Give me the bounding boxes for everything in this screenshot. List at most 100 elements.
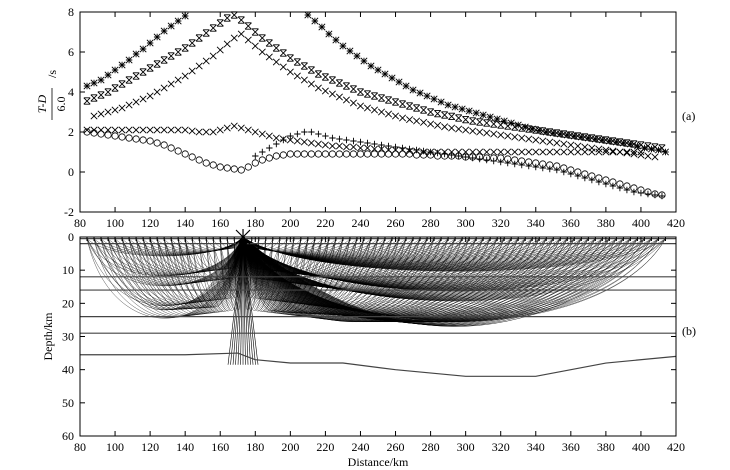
data-point-cross [553,148,561,156]
data-point-bowtie [167,52,175,60]
x-tick-label: 280 [422,216,440,230]
data-point-bowtie [335,79,343,87]
data-point-bowtie [279,49,287,57]
data-point-bowtie [406,102,414,110]
data-point-cross [307,139,315,147]
x-tick-label: 100 [106,216,124,230]
data-point-plus [364,139,371,147]
data-point-circle [602,176,610,184]
data-point-cross [314,140,322,148]
data-point-circle [321,150,330,158]
data-point-cross [328,142,336,150]
x-tick-label: 100 [106,440,124,454]
y-tick-label: 0 [68,230,74,244]
data-point-circle [118,133,126,141]
data-point-bowtie [209,24,217,32]
data-point-circle [160,141,168,149]
data-point-cross [574,148,582,156]
data-point-cross [90,112,98,120]
ray-path [170,236,244,314]
data-point-bowtie [476,118,484,126]
data-point-cross [623,148,631,156]
data-point-cross [651,153,659,161]
data-point-bowtie [265,39,273,47]
data-point-cross [321,141,329,149]
x-tick-label: 260 [387,440,405,454]
ray-path [242,236,610,325]
data-point-asterisk [437,98,445,106]
data-point-circle [258,156,266,164]
data-point-circle [455,152,463,160]
data-point-cross [314,84,322,92]
data-point-plus [357,138,364,146]
data-point-cross [518,134,526,142]
source-dot [239,239,248,247]
data-point-circle [111,132,119,140]
data-point-bowtie [132,72,140,80]
data-point-plus [336,135,343,143]
data-point-cross [504,148,512,156]
data-point-asterisk [640,144,648,152]
data-point-plus [504,159,511,167]
data-point-cross [132,126,140,134]
data-point-cross [363,144,372,152]
data-point-cross [349,143,357,151]
data-point-cross [97,126,105,134]
x-tick-label: 180 [246,216,264,230]
data-point-circle [469,153,477,161]
data-point-circle [384,150,393,158]
data-point-cross [469,127,477,135]
data-point-cross [644,152,652,160]
data-point-plus [609,182,617,190]
data-point-cross [139,95,147,103]
data-point-cross [279,63,287,71]
data-point-bowtie [251,28,259,36]
ray-path [242,236,617,325]
x-tick-label: 120 [141,440,159,454]
x-tick-label: 420 [667,216,685,230]
data-point-circle [525,158,533,166]
data-point-bowtie [223,14,231,22]
data-point-cross [581,143,589,151]
data-point-cross [356,144,364,152]
data-point-cross [511,133,519,141]
data-point-cross [504,132,512,140]
data-point-bowtie [546,128,554,136]
data-point-bowtie [581,133,589,141]
data-point-circle [328,150,337,158]
data-point-bowtie [413,104,421,112]
data-point-asterisk [542,128,550,136]
data-point-bowtie [567,131,575,139]
data-point-circle [132,135,140,143]
data-point-cross [146,92,154,100]
panel-b-ray-paths [86,236,666,365]
data-point-circle [476,153,484,161]
data-point-asterisk [181,12,189,20]
data-point-plus [322,132,329,140]
data-point-asterisk [104,71,112,79]
data-point-asterisk [353,52,361,60]
data-point-cross [420,118,428,126]
data-point-asterisk [549,129,557,137]
ray-path [191,236,244,271]
data-point-plus [623,186,631,194]
data-point-plus [476,155,483,163]
y-tick-label: 0 [68,165,74,179]
data-point-bowtie [349,85,357,93]
data-point-cross [384,146,393,154]
data-point-bowtie [392,98,400,106]
data-point-circle [335,150,344,158]
data-point-cross [518,148,526,156]
data-point-cross [406,116,414,124]
data-point-circle [223,164,231,172]
data-point-cross [293,137,301,145]
data-point-asterisk [402,82,410,90]
data-point-asterisk [521,123,529,131]
data-point-cross [167,126,175,134]
data-point-cross [539,137,547,145]
ray-path [242,236,666,272]
data-point-cross [251,128,259,136]
data-point-cross [377,108,386,116]
data-point-cross [441,123,449,131]
data-point-asterisk [514,121,522,129]
